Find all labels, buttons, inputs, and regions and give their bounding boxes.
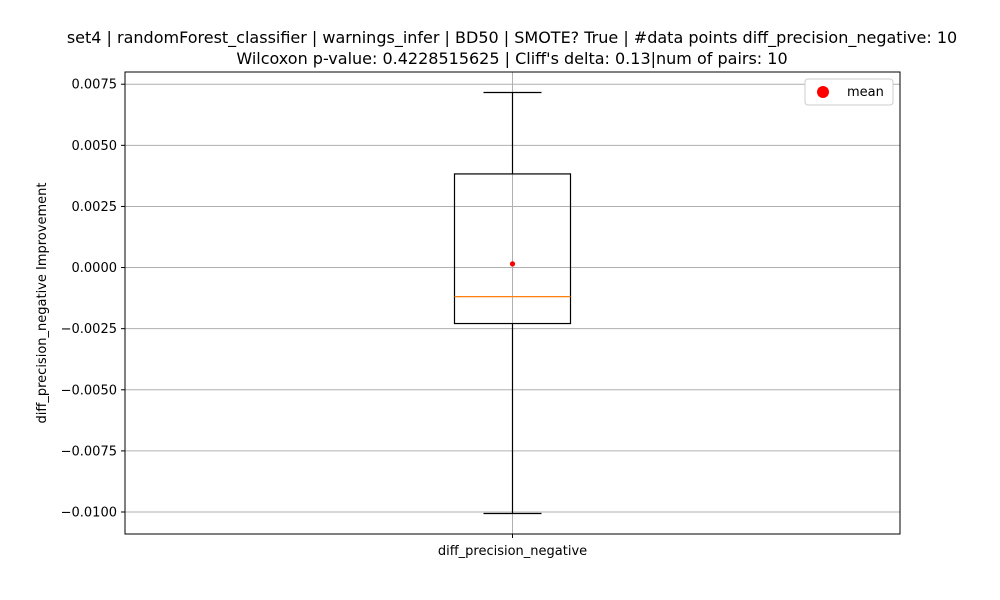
- y-tick-label: −0.0100: [61, 506, 117, 521]
- y-tick-label: 0.0000: [72, 261, 118, 276]
- y-tick-label: −0.0075: [61, 444, 117, 459]
- y-tick-label: 0.0025: [72, 200, 118, 215]
- box-iqr: [453, 173, 572, 325]
- y-tick-label: 0.0050: [72, 139, 118, 154]
- mean-marker: [509, 261, 516, 267]
- x-tick-label: diff_precision_negative: [438, 544, 587, 559]
- y-axis-label: diff_precision_negative Improvement: [35, 183, 50, 424]
- y-tick-label: −0.0025: [61, 322, 117, 337]
- legend-frame: [804, 78, 894, 106]
- x-axis-ticks: diff_precision_negative: [438, 534, 587, 559]
- legend: mean: [804, 78, 894, 106]
- box-layer: [453, 91, 572, 515]
- legend-mean-label: mean: [847, 85, 884, 100]
- chart-title: set4 | randomForest_classifier | warning…: [67, 28, 957, 48]
- y-tick-label: −0.0050: [61, 383, 117, 398]
- y-axis-ticks: 0.0075 0.0050 0.0025 0.0000 −0.0025 −0.0050 −0…: [61, 78, 125, 521]
- y-tick-label: 0.0075: [72, 78, 118, 93]
- chart-subtitle: Wilcoxon p-value: 0.4228515625 | Cliff's…: [236, 49, 787, 68]
- legend-mean-marker: [817, 86, 829, 98]
